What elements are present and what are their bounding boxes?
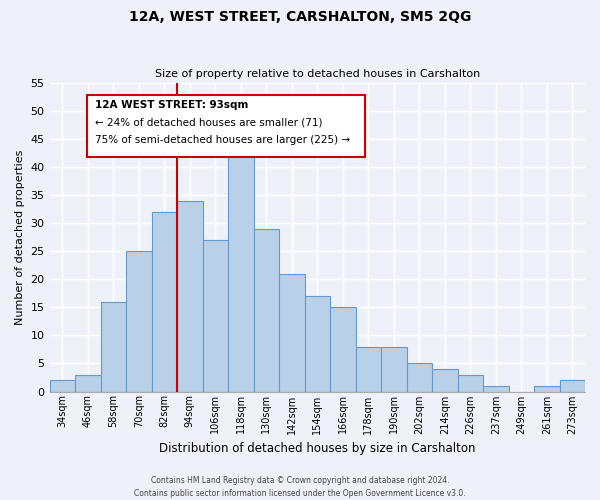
Bar	[152, 212, 177, 392]
Bar	[177, 200, 203, 392]
Bar	[305, 296, 330, 392]
Bar	[432, 369, 458, 392]
Bar	[458, 374, 483, 392]
Bar	[101, 302, 126, 392]
Text: ← 24% of detached houses are smaller (71): ← 24% of detached houses are smaller (71…	[95, 117, 323, 127]
Bar	[407, 364, 432, 392]
Bar	[560, 380, 585, 392]
FancyBboxPatch shape	[87, 95, 365, 156]
Bar	[381, 346, 407, 392]
Bar	[203, 240, 228, 392]
Text: Contains HM Land Registry data © Crown copyright and database right 2024.
Contai: Contains HM Land Registry data © Crown c…	[134, 476, 466, 498]
X-axis label: Distribution of detached houses by size in Carshalton: Distribution of detached houses by size …	[159, 442, 476, 455]
Bar	[279, 274, 305, 392]
Text: 12A WEST STREET: 93sqm: 12A WEST STREET: 93sqm	[95, 100, 248, 110]
Bar	[228, 133, 254, 392]
Title: Size of property relative to detached houses in Carshalton: Size of property relative to detached ho…	[155, 69, 480, 79]
Text: 12A, WEST STREET, CARSHALTON, SM5 2QG: 12A, WEST STREET, CARSHALTON, SM5 2QG	[129, 10, 471, 24]
Bar	[126, 251, 152, 392]
Y-axis label: Number of detached properties: Number of detached properties	[15, 150, 25, 324]
Text: 75% of semi-detached houses are larger (225) →: 75% of semi-detached houses are larger (…	[95, 135, 350, 145]
Bar	[50, 380, 75, 392]
Bar	[483, 386, 509, 392]
Bar	[75, 374, 101, 392]
Bar	[534, 386, 560, 392]
Bar	[356, 346, 381, 392]
Bar	[330, 308, 356, 392]
Bar	[254, 228, 279, 392]
